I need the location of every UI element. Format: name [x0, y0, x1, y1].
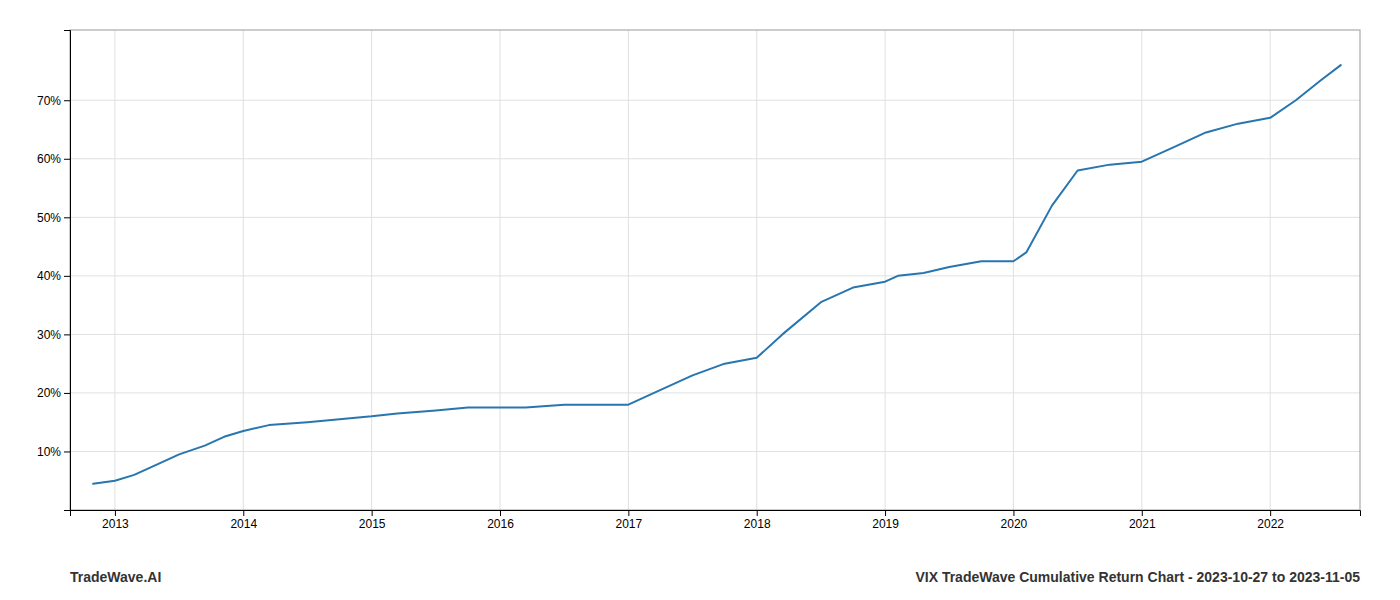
axis-line	[71, 511, 1361, 517]
tick: 2013	[102, 510, 129, 531]
tick-label: 40%	[37, 269, 61, 283]
tick-label: 2018	[744, 517, 771, 531]
tick-mark	[64, 217, 70, 218]
tick: 60%	[37, 152, 70, 166]
tick-label: 30%	[37, 328, 61, 342]
tick: 50%	[37, 211, 70, 225]
tick-label: 20%	[37, 386, 61, 400]
tick-label: 2020	[1001, 517, 1028, 531]
tick-mark	[1142, 510, 1143, 516]
tick-mark	[628, 510, 629, 516]
grid-line	[70, 158, 1360, 159]
grid-line	[500, 30, 501, 510]
tick: 2016	[487, 510, 514, 531]
grid-line	[1270, 30, 1271, 510]
grid-line	[1013, 30, 1014, 510]
tick-mark	[64, 451, 70, 452]
tick-mark	[64, 100, 70, 101]
tick-label: 10%	[37, 445, 61, 459]
title: VIX TradeWave Cumulative Return Chart - …	[915, 569, 1360, 585]
tick-mark	[885, 510, 886, 516]
tick: 2014	[230, 510, 257, 531]
grid	[70, 30, 1360, 510]
grid-line	[70, 392, 1360, 393]
tick: 10%	[37, 445, 70, 459]
tick-mark	[64, 393, 70, 394]
axis-line	[64, 31, 71, 511]
tick: 2022	[1257, 510, 1284, 531]
grid-line	[885, 30, 886, 510]
tick: 70%	[37, 94, 70, 108]
watermark: TradeWave.AI	[70, 569, 161, 585]
tick: 30%	[37, 328, 70, 342]
tick-label: 60%	[37, 152, 61, 166]
chart: 2013 2014 2015 2016 2017 2018 2019 2020 2021 2022…	[0, 0, 1400, 600]
plot-frame	[70, 30, 1360, 510]
tick-label: 2017	[616, 517, 643, 531]
grid-line	[756, 30, 757, 510]
line	[93, 65, 1341, 484]
grid-line	[70, 100, 1360, 101]
x-axis: 2013 2014 2015 2016 2017 2018 2019 2020 2021 2022	[71, 510, 1361, 531]
tick-label: 2014	[230, 517, 257, 531]
tick-mark	[115, 510, 116, 516]
tick-mark	[757, 510, 758, 516]
plot: 2013 2014 2015 2016 2017 2018 2019 2020 2021 2022…	[37, 30, 1361, 531]
marks	[93, 65, 1341, 484]
tick-label: 2019	[872, 517, 899, 531]
tick: 2020	[1001, 510, 1028, 531]
grid-line	[628, 30, 629, 510]
tick: 2021	[1129, 510, 1156, 531]
grid-line	[114, 30, 115, 510]
tick-label: 2015	[359, 517, 386, 531]
tick-mark	[64, 276, 70, 277]
tick-mark	[243, 510, 244, 516]
tick: 2019	[872, 510, 899, 531]
tick-label: 2016	[487, 517, 514, 531]
grid-line	[70, 334, 1360, 335]
grid-line	[1141, 30, 1142, 510]
tick-mark	[500, 510, 501, 516]
grid-line	[70, 451, 1360, 452]
tick: 40%	[37, 269, 70, 283]
grid-line	[70, 275, 1360, 276]
tick-label: 2013	[102, 517, 129, 531]
tick-label: 2022	[1257, 517, 1284, 531]
tick-mark	[372, 510, 373, 516]
grid-line	[70, 217, 1360, 218]
tick: 2015	[359, 510, 386, 531]
tick: 2017	[616, 510, 643, 531]
tick-mark	[1270, 510, 1271, 516]
tick: 20%	[37, 386, 70, 400]
grid-line	[243, 30, 244, 510]
tick: 2018	[744, 510, 771, 531]
grid-line	[371, 30, 372, 510]
tick-mark	[64, 334, 70, 335]
tick-mark	[64, 159, 70, 160]
tick-label: 2021	[1129, 517, 1156, 531]
tick-mark	[1013, 510, 1014, 516]
tick-label: 50%	[37, 211, 61, 225]
tick-label: 70%	[37, 94, 61, 108]
y-axis: 10% 20% 30% 40% 50% 60% 70%	[37, 31, 71, 511]
